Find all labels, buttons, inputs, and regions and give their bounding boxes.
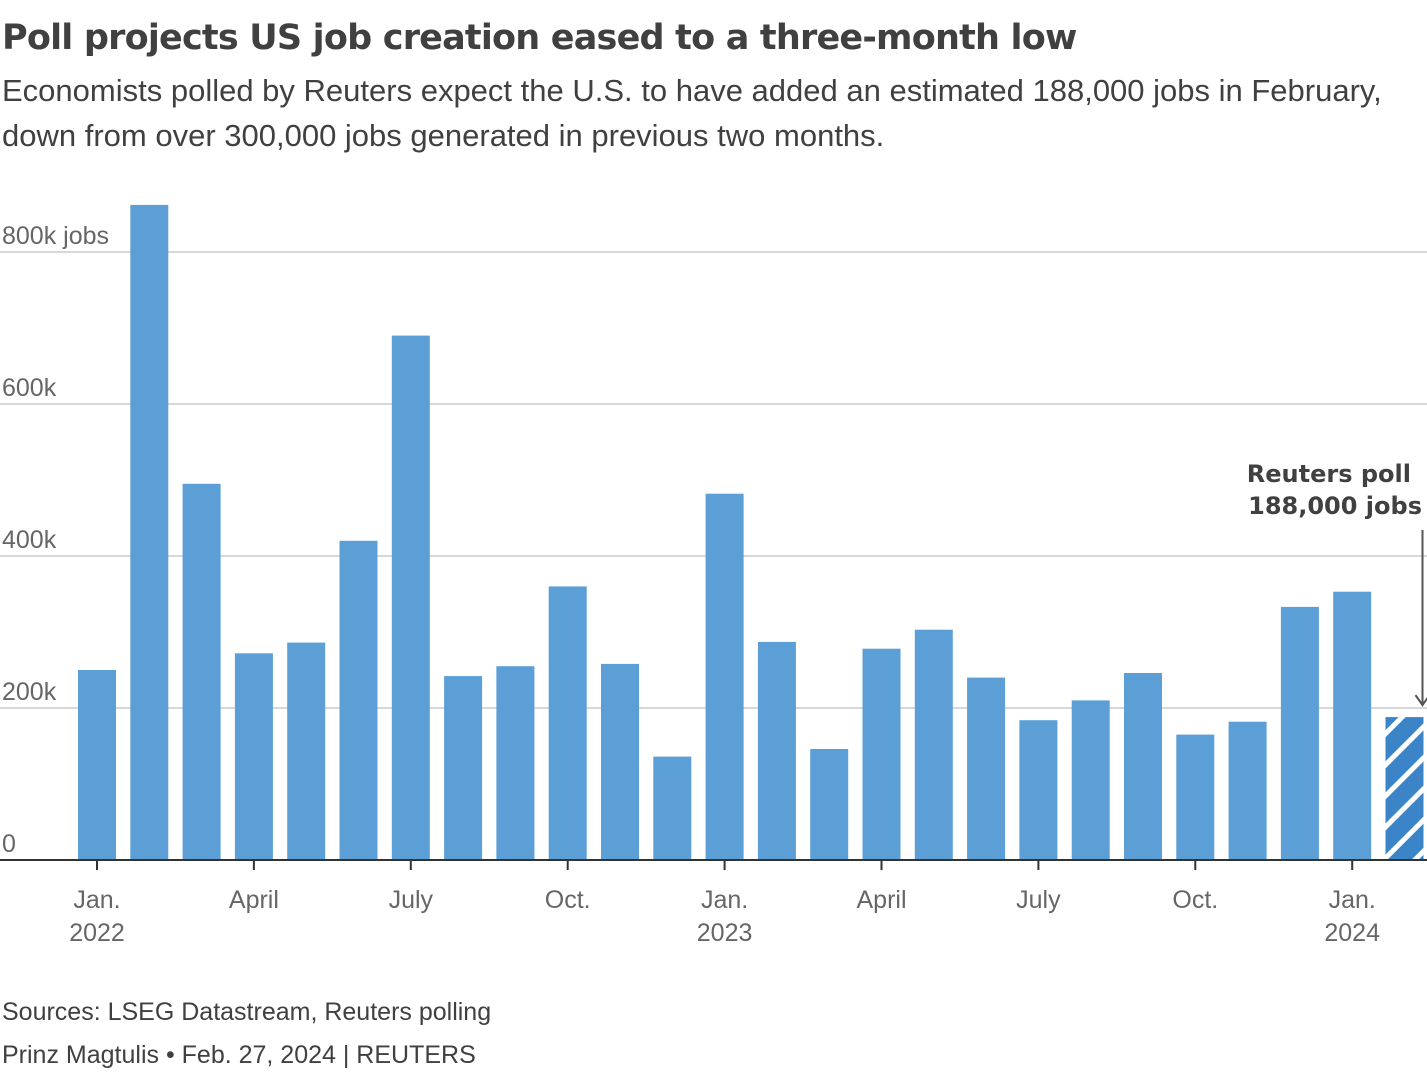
- bar: [1333, 591, 1372, 860]
- x-tick-label: April: [856, 886, 906, 914]
- bar: [1019, 720, 1058, 860]
- y-tick-label: 200k: [2, 678, 57, 706]
- annotation-label: Reuters poll: [1247, 460, 1411, 488]
- x-tick-label: 2022: [69, 919, 125, 947]
- bar: [182, 483, 221, 860]
- x-tick-label: Oct.: [1172, 886, 1218, 914]
- x-tick-label: 2024: [1324, 919, 1380, 947]
- bar: [705, 493, 744, 860]
- x-tick-label: July: [389, 886, 434, 914]
- annotation-value: 188,000 jobs: [1248, 492, 1422, 520]
- x-axis-ticks: Jan. 2022 April July Oct. Jan. 2023 April July Oc…: [69, 860, 1380, 947]
- bar: [78, 670, 116, 860]
- sources-note: Sources: LSEG Datastream, Reuters pollin…: [2, 998, 492, 1026]
- poll-annotation: Reuters poll 188,000 jobs: [1247, 460, 1427, 707]
- bar: [234, 653, 273, 860]
- chart-subtitle: Economists polled by Reuters expect the …: [2, 73, 1382, 153]
- bar: [1228, 721, 1267, 860]
- annotation-arrowhead: [1414, 694, 1427, 707]
- bar: [967, 677, 1006, 860]
- y-tick-label: 600k: [2, 374, 57, 402]
- y-axis-ticks: 0 200k 400k 600k 800k jobs: [2, 222, 109, 858]
- bar: [810, 749, 849, 860]
- bar: [653, 756, 692, 860]
- x-tick-label: April: [229, 886, 279, 914]
- bar: [601, 663, 639, 860]
- bar: [1071, 700, 1110, 860]
- bar: [391, 335, 430, 861]
- y-tick-label: 400k: [2, 526, 57, 554]
- bar: [548, 586, 587, 860]
- x-tick-label: Jan.: [701, 886, 748, 914]
- bar: [862, 648, 901, 860]
- bar: [496, 666, 535, 860]
- bar: [130, 204, 169, 860]
- bar: [1280, 606, 1319, 860]
- bar: [757, 641, 796, 860]
- poll-estimate-bar: [1385, 717, 1424, 860]
- chart-title: Poll projects US job creation eased to a…: [2, 18, 1077, 58]
- x-tick-label: July: [1016, 886, 1061, 914]
- bar: [339, 540, 378, 860]
- byline: Prinz Magtulis • Feb. 27, 2024 | REUTERS: [2, 1041, 476, 1069]
- bar: [914, 629, 953, 860]
- y-tick-label: 0: [2, 830, 16, 858]
- bar: [287, 642, 326, 860]
- bar: [444, 676, 483, 860]
- y-tick-label: 800k jobs: [2, 222, 109, 250]
- bar: [1124, 673, 1162, 860]
- x-tick-label: Jan.: [1329, 886, 1376, 914]
- x-tick-label: Oct.: [545, 886, 591, 914]
- x-tick-label: 2023: [697, 919, 753, 947]
- bar: [1176, 734, 1215, 860]
- x-tick-label: Jan.: [73, 886, 120, 914]
- bars: [78, 204, 1424, 861]
